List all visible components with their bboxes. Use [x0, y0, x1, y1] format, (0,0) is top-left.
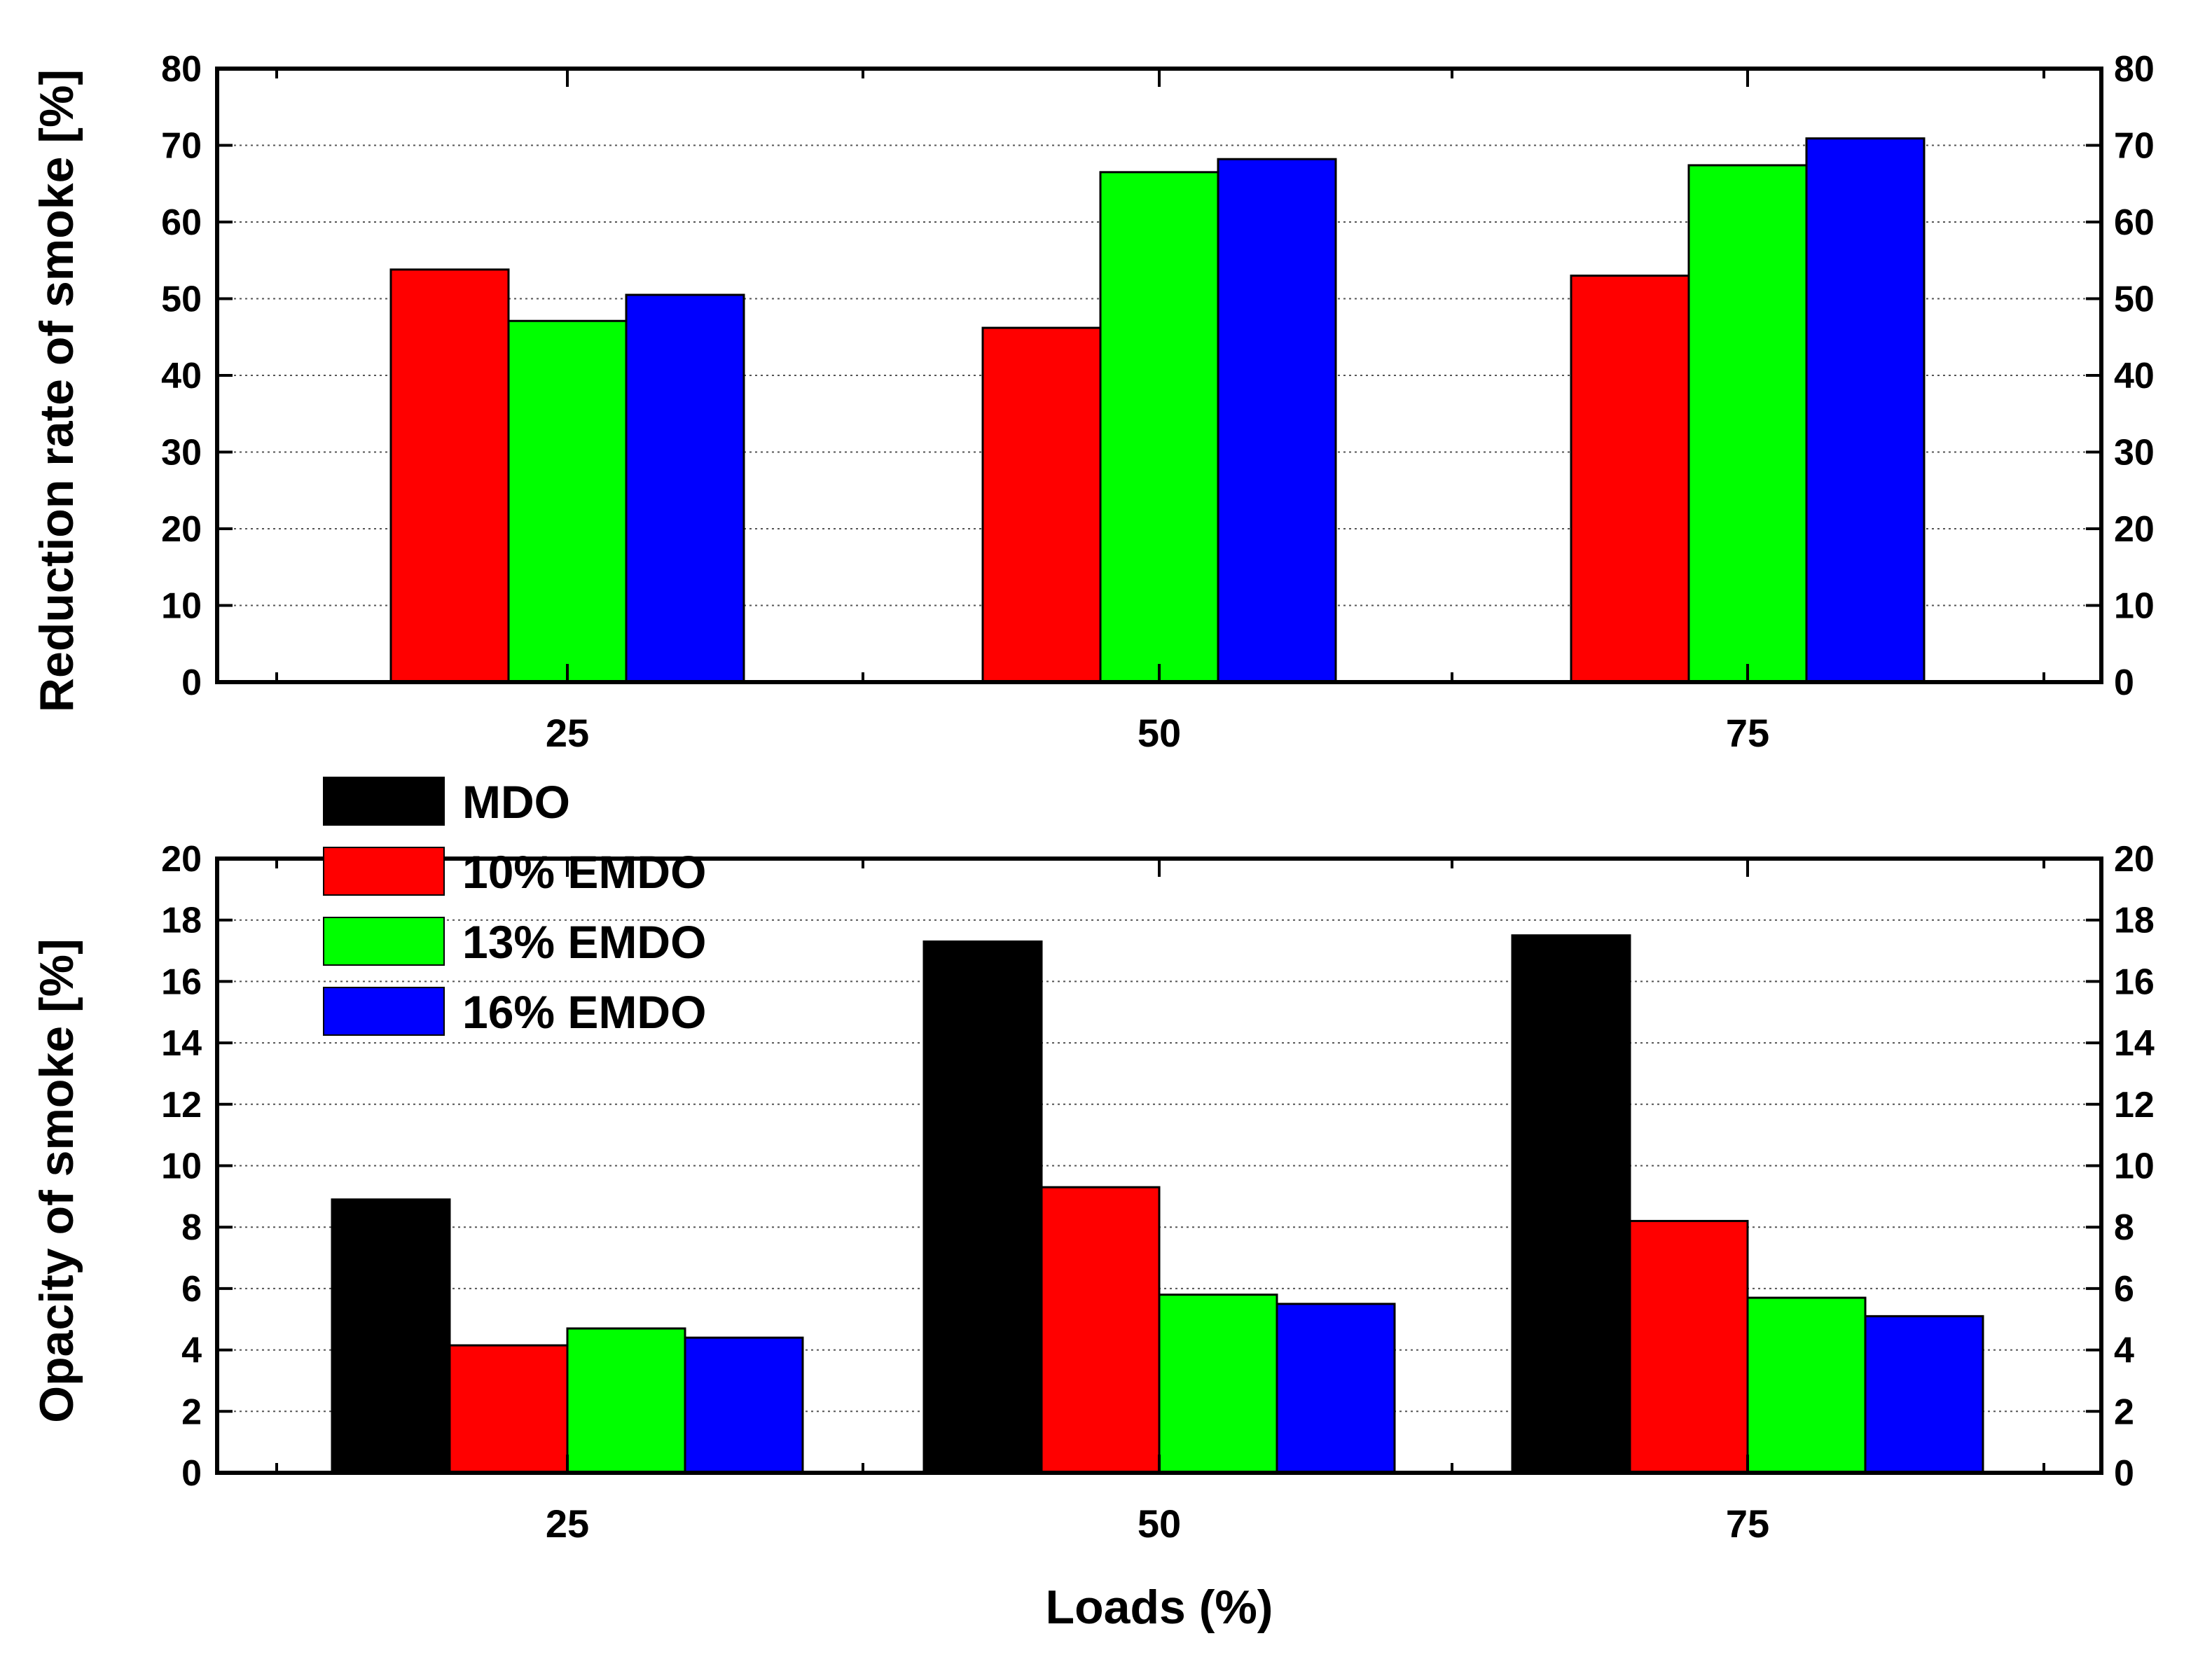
- bottom-bar-16-emdo-50: [1276, 1303, 1396, 1474]
- top-y-tick-label-left: 40: [161, 356, 202, 396]
- top-y-tick-label-left: 70: [161, 126, 202, 167]
- bottom-y-tick-label-left: 8: [181, 1207, 202, 1248]
- bottom-y-tick-label-left: 0: [181, 1453, 202, 1494]
- legend-swatch-16-emdo: [323, 987, 445, 1036]
- legend-swatch-mdo: [323, 777, 445, 826]
- top-y-tick-label-right: 10: [2114, 586, 2155, 627]
- bottom-y-tick-label-left: 18: [161, 901, 202, 941]
- bottom-bar-mdo-75: [1511, 934, 1631, 1474]
- bottom-y-tick-label-left: 4: [181, 1331, 202, 1371]
- top-y-tick-label-left: 20: [161, 509, 202, 550]
- bottom-y-tick-label-left: 20: [161, 839, 202, 880]
- top-bar-13-emdo-50: [1099, 171, 1219, 684]
- bottom-y-tick-label-left: 14: [161, 1023, 202, 1064]
- bottom-y-tick-label-right: 10: [2114, 1146, 2155, 1187]
- top-bar-16-emdo-75: [1805, 137, 1926, 684]
- top-plot-frame: [215, 67, 2103, 684]
- bottom-y-tick-label-right: 6: [2114, 1269, 2134, 1310]
- opacity-panel: 0 0 2 2 4 4 6 6 8 8 10 10 12 12 14 14 16 16 18 18 20 20 25 50 75…: [30, 839, 2155, 1546]
- bottom-bar-10-emdo-25: [448, 1344, 569, 1474]
- top-x-tick-label: 25: [546, 711, 589, 755]
- top-bar-16-emdo-25: [625, 293, 745, 684]
- bottom-y-tick-label-right: 0: [2114, 1453, 2134, 1494]
- top-x-tick-label: 50: [1138, 711, 1181, 755]
- top-y-tick-label-left: 10: [161, 586, 202, 627]
- bottom-bar-mdo-25: [331, 1198, 451, 1474]
- bottom-x-tick-label: 25: [546, 1502, 589, 1546]
- legend-label-10-emdo: 10% EMDO: [462, 846, 706, 898]
- top-y-tick-label-right: 20: [2114, 509, 2155, 550]
- top-y-tick-label-left: 30: [161, 433, 202, 473]
- bottom-bar-10-emdo-50: [1040, 1186, 1161, 1474]
- top-bar-10-emdo-25: [389, 268, 510, 684]
- bottom-bar-13-emdo-50: [1158, 1294, 1278, 1474]
- legend-swatch-10-emdo: [323, 847, 445, 896]
- top-y-tick-label-left: 60: [161, 202, 202, 243]
- legend-label-mdo: MDO: [462, 776, 570, 828]
- top-y-tick-label-right: 50: [2114, 279, 2155, 320]
- bottom-y-tick-label-right: 16: [2114, 962, 2155, 1002]
- bottom-x-tick-label: 50: [1138, 1502, 1181, 1546]
- bottom-bar-10-emdo-75: [1629, 1219, 1749, 1474]
- bottom-y-tick-label-right: 4: [2114, 1331, 2134, 1371]
- legend-label-16-emdo: 16% EMDO: [462, 986, 706, 1038]
- top-y-tick-label-left: 50: [161, 279, 202, 320]
- bottom-y-tick-label-right: 18: [2114, 901, 2155, 941]
- top-bar-13-emdo-75: [1687, 164, 1808, 684]
- top-bar-13-emdo-25: [507, 319, 628, 684]
- bottom-x-tick-label: 75: [1726, 1502, 1769, 1546]
- bottom-bar-13-emdo-25: [566, 1327, 686, 1474]
- bottom-y-tick-label-right: 14: [2114, 1023, 2155, 1064]
- top-bar-16-emdo-50: [1217, 158, 1337, 684]
- top-bar-10-emdo-75: [1570, 275, 1690, 684]
- top-y-tick-label-right: 70: [2114, 126, 2155, 167]
- bottom-y-tick-label-left: 2: [181, 1392, 202, 1432]
- top-y-tick-label-right: 40: [2114, 356, 2155, 396]
- top-y-axis-title: Reduction rate of smoke [%]: [30, 69, 83, 712]
- top-y-tick-label-right: 80: [2114, 49, 2155, 90]
- top-y-tick-label-right: 0: [2114, 663, 2134, 703]
- top-y-tick-label-left: 0: [181, 663, 202, 703]
- top-y-tick-label-right: 30: [2114, 433, 2155, 473]
- bottom-y-tick-label-right: 20: [2114, 839, 2155, 880]
- bottom-y-tick-label-left: 6: [181, 1269, 202, 1310]
- bottom-bar-16-emdo-75: [1864, 1315, 1984, 1474]
- bottom-y-tick-label-left: 12: [161, 1085, 202, 1125]
- bottom-bar-16-emdo-25: [684, 1336, 804, 1474]
- top-y-tick-label-left: 80: [161, 49, 202, 90]
- reduction-rate-panel: 0 0 10 10 20 20 30 30 40 40 50 50 60 60 70 70 80 80 25 50 75…: [30, 49, 2155, 755]
- top-bar-10-emdo-50: [981, 326, 1102, 684]
- bottom-plot-frame: [215, 857, 2103, 1475]
- legend-swatch-13-emdo: [323, 917, 445, 966]
- bottom-y-tick-label-left: 16: [161, 962, 202, 1002]
- bottom-y-tick-label-right: 8: [2114, 1207, 2134, 1248]
- top-y-tick-label-right: 60: [2114, 202, 2155, 243]
- bottom-y-tick-label-right: 2: [2114, 1392, 2134, 1432]
- legend-label-13-emdo: 13% EMDO: [462, 916, 706, 968]
- bottom-y-tick-label-right: 12: [2114, 1085, 2155, 1125]
- bottom-y-axis-title: Opacity of smoke [%]: [30, 938, 83, 1423]
- bottom-y-tick-label-left: 10: [161, 1146, 202, 1187]
- top-x-tick-label: 75: [1726, 711, 1769, 755]
- x-axis-title: Loads (%): [1046, 1581, 1273, 1634]
- bottom-bar-mdo-50: [922, 940, 1043, 1474]
- bottom-bar-13-emdo-75: [1746, 1296, 1867, 1474]
- legend: MDO 10% EMDO 13% EMDO 16% EMDO: [323, 776, 706, 1038]
